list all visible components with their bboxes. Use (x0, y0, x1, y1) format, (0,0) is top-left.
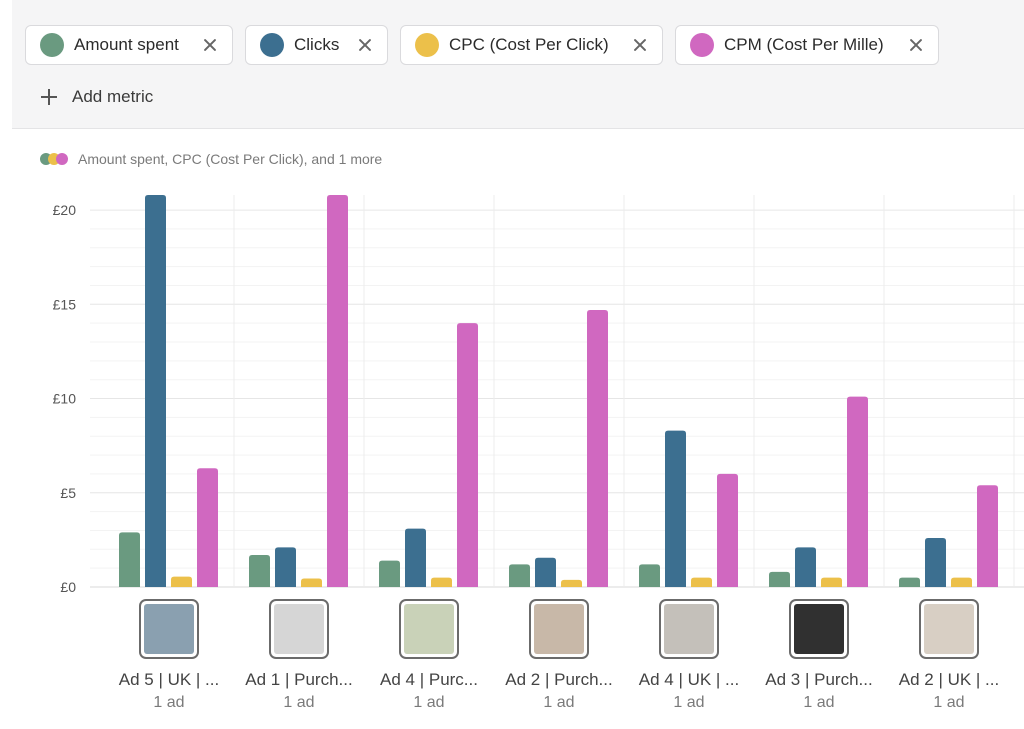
bar-cpm-cost-per-mille (847, 396, 868, 587)
y-tick-label: £15 (53, 296, 77, 312)
legend-summary-text: Amount spent, CPC (Cost Per Click), and … (78, 151, 383, 167)
bar-clicks (925, 538, 946, 587)
legend-summary[interactable]: Amount spent, CPC (Cost Per Click), and … (40, 148, 382, 170)
category-label: Ad 4 | Purc... (380, 670, 478, 689)
metric-chip-amount-spent[interactable]: Amount spent (25, 25, 233, 65)
category-label: Ad 1 | Purch... (245, 670, 352, 689)
metric-panel: Amount spent Clicks CPC (Cost Per Click)… (12, 0, 1024, 129)
category-label: Ad 4 | UK | ... (639, 670, 739, 689)
bar-cpm-cost-per-mille (977, 485, 998, 587)
bar-amount-spent (379, 560, 400, 587)
category-sublabel: 1 ad (673, 694, 704, 711)
bar-cpm-cost-per-mille (717, 473, 738, 587)
bar-amount-spent (119, 532, 140, 587)
bar-cpc-cost-per-click (171, 576, 192, 587)
ad-thumbnail-image (404, 604, 454, 654)
category-sublabel: 1 ad (803, 694, 834, 711)
category-sublabel: 1 ad (933, 694, 964, 711)
y-tick-label: £5 (60, 485, 76, 501)
cpc-color-dot (415, 33, 439, 57)
metric-chip-label: CPM (Cost Per Mille) (724, 35, 884, 54)
bar-cpc-cost-per-click (561, 579, 582, 587)
clicks-color-dot (260, 33, 284, 57)
metric-chip-clicks[interactable]: Clicks (245, 25, 388, 65)
add-metric-button[interactable]: Add metric (40, 84, 153, 110)
bar-cpm-cost-per-mille (327, 195, 348, 587)
bar-cpm-cost-per-mille (197, 468, 218, 587)
y-tick-label: £10 (53, 391, 77, 407)
bar-cpm-cost-per-mille (457, 323, 478, 587)
ad-thumbnail-image (144, 604, 194, 654)
stacked-color-dots-icon (40, 152, 70, 166)
bar-cpc-cost-per-click (821, 577, 842, 587)
category-label: Ad 2 | UK | ... (899, 670, 999, 689)
ad-thumbnail-image (924, 604, 974, 654)
category-label: Ad 5 | UK | ... (119, 670, 219, 689)
metric-chip-cpm[interactable]: CPM (Cost Per Mille) (675, 25, 939, 65)
bar-cpc-cost-per-click (431, 577, 452, 587)
category-sublabel: 1 ad (153, 694, 184, 711)
plus-icon (40, 88, 58, 106)
bar-clicks (275, 547, 296, 587)
bar-clicks (665, 430, 686, 587)
category-sublabel: 1 ad (543, 694, 574, 711)
bar-cpc-cost-per-click (951, 577, 972, 587)
bar-amount-spent (509, 564, 530, 587)
bar-cpc-cost-per-click (691, 577, 712, 587)
bar-clicks (145, 195, 166, 587)
bar-clicks (795, 547, 816, 587)
category-sublabel: 1 ad (413, 694, 444, 711)
ad-thumbnail-image (274, 604, 324, 654)
amount-spent-color-dot (40, 33, 64, 57)
category-sublabel: 1 ad (283, 694, 314, 711)
bar-amount-spent (249, 554, 270, 587)
add-metric-label: Add metric (72, 87, 154, 106)
y-tick-label: £20 (53, 202, 77, 218)
bar-clicks (535, 557, 556, 587)
y-tick-label: £0 (60, 579, 76, 595)
metric-chip-cpc[interactable]: CPC (Cost Per Click) (400, 25, 663, 65)
bar-cpc-cost-per-click (301, 578, 322, 587)
bar-amount-spent (769, 571, 790, 587)
bar-clicks (405, 528, 426, 587)
metric-chip-label: Clicks (294, 35, 340, 54)
ad-thumbnail-image (664, 604, 714, 654)
category-label: Ad 2 | Purch... (505, 670, 612, 689)
metric-chip-label: Amount spent (74, 35, 179, 54)
cpm-color-dot (690, 33, 714, 57)
bar-amount-spent (639, 564, 660, 587)
ad-thumbnail-image (534, 604, 584, 654)
bar-amount-spent (899, 577, 920, 587)
ad-thumbnail-image (794, 604, 844, 654)
metric-chip-label: CPC (Cost Per Click) (449, 35, 609, 54)
bar-cpm-cost-per-mille (587, 309, 608, 587)
category-label: Ad 3 | Purch... (765, 670, 872, 689)
